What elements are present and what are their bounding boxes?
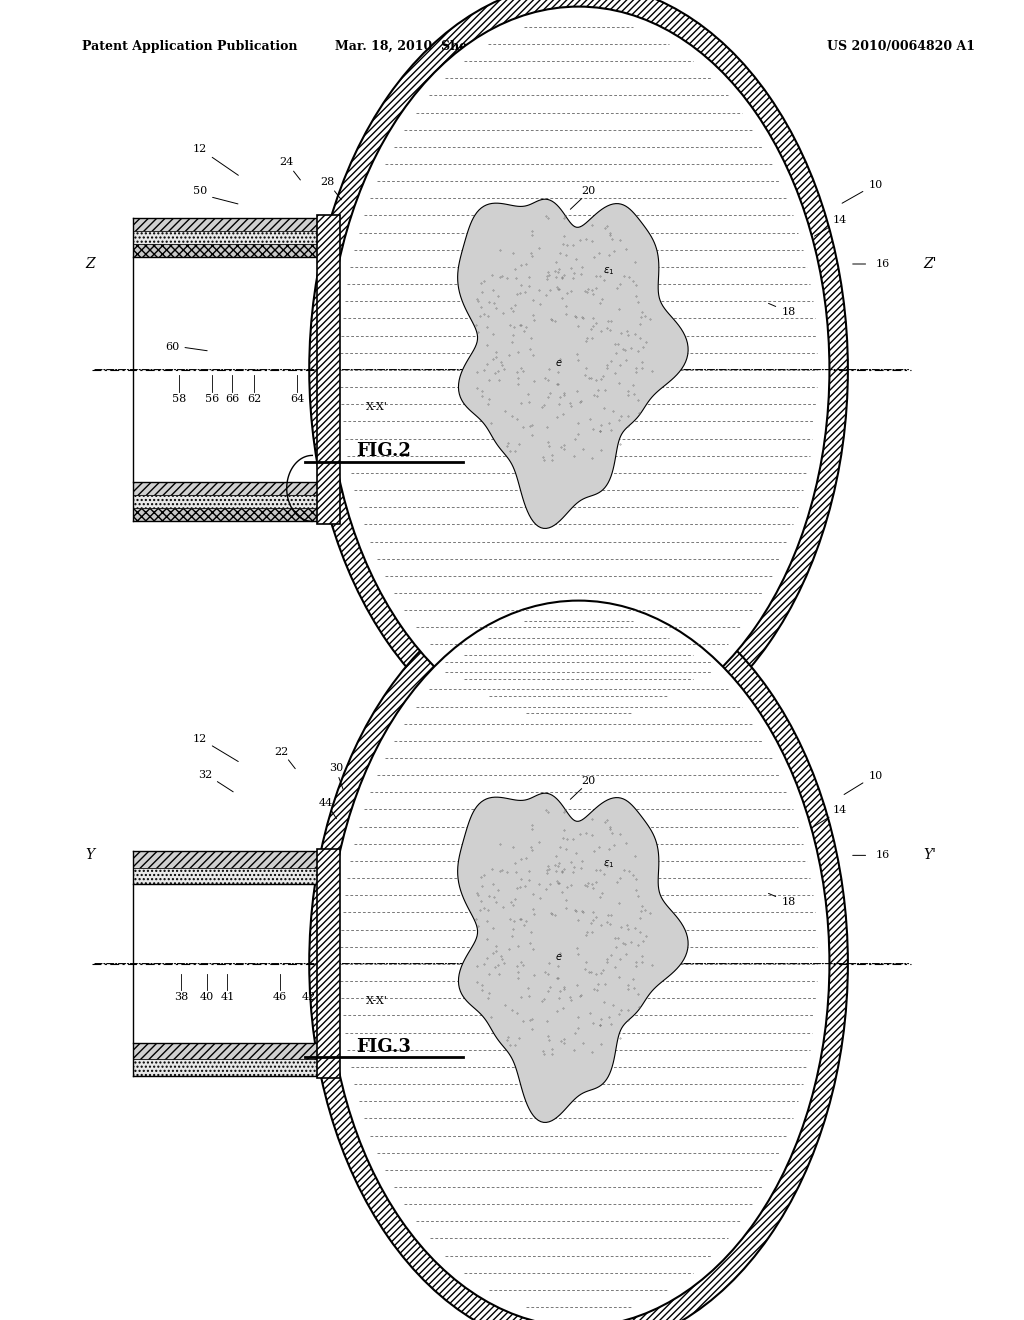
Text: X-X': X-X' xyxy=(366,401,388,412)
Text: e: e xyxy=(555,952,561,962)
Text: 10: 10 xyxy=(868,180,883,190)
Ellipse shape xyxy=(328,7,829,733)
Ellipse shape xyxy=(328,601,829,1320)
Text: 60: 60 xyxy=(165,342,179,352)
Bar xyxy=(317,215,340,524)
Bar xyxy=(133,231,323,244)
Text: 58: 58 xyxy=(172,393,186,404)
Text: FIG.3: FIG.3 xyxy=(356,1038,412,1056)
Ellipse shape xyxy=(309,577,848,1320)
Text: $\varepsilon_1$: $\varepsilon_1$ xyxy=(603,859,615,870)
Text: 12: 12 xyxy=(193,734,207,744)
Text: 16: 16 xyxy=(876,259,890,269)
Text: X-X': X-X' xyxy=(366,995,388,1006)
Bar xyxy=(133,869,323,884)
Text: 46: 46 xyxy=(272,991,287,1002)
Text: 62: 62 xyxy=(247,393,261,404)
Text: 20: 20 xyxy=(582,776,596,787)
Text: Z': Z' xyxy=(923,257,937,271)
Bar xyxy=(133,218,323,231)
Text: 14: 14 xyxy=(833,215,847,226)
Bar xyxy=(133,508,323,521)
Bar xyxy=(133,851,323,869)
Bar xyxy=(133,1059,323,1076)
Text: FIG.2: FIG.2 xyxy=(356,442,412,461)
Text: 16: 16 xyxy=(876,850,890,861)
Bar xyxy=(133,495,323,508)
Text: 32: 32 xyxy=(198,770,212,780)
Text: 22: 22 xyxy=(274,747,289,758)
Text: 44: 44 xyxy=(318,797,333,808)
Text: 18: 18 xyxy=(781,306,796,317)
Bar xyxy=(317,849,340,1078)
Polygon shape xyxy=(458,199,688,528)
Polygon shape xyxy=(458,793,688,1122)
Bar xyxy=(133,244,323,257)
Text: Mar. 18, 2010  Sheet 2 of 5: Mar. 18, 2010 Sheet 2 of 5 xyxy=(335,40,525,53)
Text: 28: 28 xyxy=(321,177,335,187)
Text: 20: 20 xyxy=(582,186,596,197)
Text: Patent Application Publication: Patent Application Publication xyxy=(82,40,297,53)
Text: Y': Y' xyxy=(924,849,936,862)
Ellipse shape xyxy=(309,0,848,756)
Text: US 2010/0064820 A1: US 2010/0064820 A1 xyxy=(827,40,975,53)
Text: e: e xyxy=(555,358,561,368)
Text: 66: 66 xyxy=(225,393,240,404)
Text: 12: 12 xyxy=(193,144,207,154)
Text: 56: 56 xyxy=(205,393,219,404)
Bar xyxy=(133,1043,323,1059)
Text: 30: 30 xyxy=(329,763,343,774)
Text: 38: 38 xyxy=(174,991,188,1002)
Text: 42: 42 xyxy=(302,991,316,1002)
Text: 10: 10 xyxy=(868,771,883,781)
Text: Y: Y xyxy=(86,849,94,862)
Text: 50: 50 xyxy=(193,186,207,197)
Text: Z: Z xyxy=(85,257,95,271)
Text: 41: 41 xyxy=(220,991,234,1002)
Text: $\varepsilon_1$: $\varepsilon_1$ xyxy=(603,265,615,276)
Text: 24: 24 xyxy=(280,157,294,168)
Text: 40: 40 xyxy=(200,991,214,1002)
Text: 14: 14 xyxy=(833,805,847,816)
Bar xyxy=(133,482,323,495)
Text: 18: 18 xyxy=(781,896,796,907)
Text: 64: 64 xyxy=(290,393,304,404)
